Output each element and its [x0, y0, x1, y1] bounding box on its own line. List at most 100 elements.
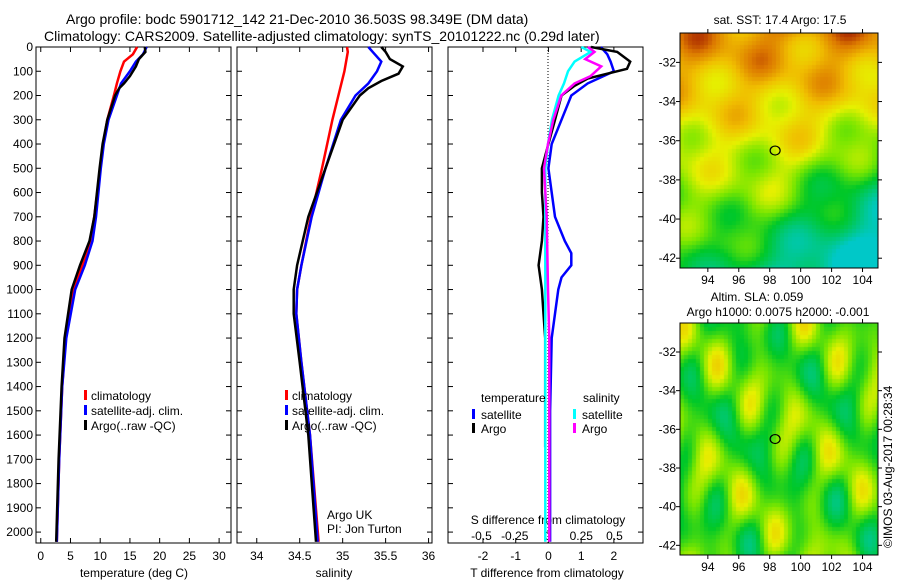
x-tick-label: 34.5: [288, 549, 312, 563]
x-tick-label: 0: [37, 549, 44, 563]
depth-tick-label: 100: [13, 64, 33, 78]
depth-tick-label: 2000: [6, 525, 33, 539]
lat-tick-label: -38: [659, 173, 677, 187]
depth-tick-label: 1700: [6, 452, 33, 466]
lon-tick-label: 94: [701, 560, 715, 574]
sla-map-subtitle: Argo h1000: 0.0075 h2000: -0.001: [687, 305, 870, 319]
argo-position-marker: [769, 145, 781, 156]
x-tick-label: -2: [478, 549, 489, 563]
sst-map-title: sat. SST: 17.4 Argo: 17.5: [714, 13, 847, 27]
lat-tick-label: -42: [659, 251, 677, 265]
lat-tick-label: -34: [659, 384, 677, 398]
depth-tick-label: 1900: [6, 501, 33, 515]
map-frame: [679, 322, 879, 556]
lon-tick-label: 100: [791, 560, 811, 574]
series-t-satellite: [547, 46, 616, 542]
legend-swatch: [285, 405, 288, 415]
lat-tick-label: -38: [659, 461, 677, 475]
lat-tick-label: -32: [659, 345, 677, 359]
legend-label: satellite-adj. clim.: [292, 404, 384, 418]
depth-tick-label: 1800: [6, 477, 33, 491]
x-tick-label: 34: [250, 549, 264, 563]
depth-tick-label: 600: [13, 186, 33, 200]
lon-tick-label: 98: [763, 273, 777, 287]
lat-tick-label: -42: [659, 538, 677, 552]
depth-tick-label: 500: [13, 161, 33, 175]
series-argo-raw-qc-: [54, 46, 147, 542]
x-tick-label: 36: [422, 549, 436, 563]
depth-tick-label: 1000: [6, 283, 33, 297]
credit-text: ©IMOS 03-Aug-2017 00:28:34: [881, 385, 895, 548]
x-tick-label: -1: [510, 549, 521, 563]
series-satellite-adj-clim-: [295, 46, 383, 542]
depth-tick-label: 300: [13, 113, 33, 127]
lon-tick-label: 96: [732, 560, 746, 574]
lat-tick-label: -40: [659, 500, 677, 514]
legend-swatch: [472, 423, 475, 433]
legend-heading-temperature: temperature: [481, 391, 546, 405]
series-s-argo: [542, 45, 604, 542]
legend-label: satellite-adj. clim.: [91, 404, 183, 418]
x-tick-label: 1: [578, 549, 585, 563]
map-frame: [679, 32, 879, 269]
plot-frame-0: [35, 46, 232, 544]
lon-tick-label: 102: [822, 273, 842, 287]
legend-swatch: [472, 409, 475, 419]
lat-tick-label: -36: [659, 422, 677, 436]
argo-position-marker: [769, 433, 781, 445]
series-argo-raw-qc-: [292, 46, 405, 542]
series-s-satellite: [544, 45, 594, 542]
lat-tick-label: -36: [659, 134, 677, 148]
x-tick-label: 15: [123, 549, 137, 563]
legend-swatch: [285, 420, 288, 430]
plot-frame-1: [236, 46, 433, 544]
pi-label: PI: Jon Turton: [327, 522, 402, 536]
x-tick-label: 5: [67, 549, 74, 563]
legend-label: Argo: [582, 422, 608, 436]
plot-frame-2: [447, 46, 644, 544]
depth-tick-label: 700: [13, 210, 33, 224]
s-tick-label: -0.5: [471, 529, 492, 543]
s-tick-label: -0.25: [501, 529, 529, 543]
x-tick-label: 0: [545, 549, 552, 563]
depth-tick-label: 1100: [7, 307, 33, 321]
tdiff-axis-label: T difference from climatology: [470, 566, 624, 580]
depth-tick-label: 1400: [6, 380, 33, 394]
legend-swatch: [573, 423, 576, 433]
sla-map-title: Altim. SLA: 0.059: [711, 290, 804, 304]
sst-map: [680, 33, 878, 268]
lat-tick-label: -34: [659, 95, 677, 109]
depth-tick-label: 900: [13, 258, 33, 272]
lon-tick-label: 102: [822, 560, 842, 574]
legend-swatch: [84, 405, 87, 415]
lon-tick-label: 96: [732, 273, 746, 287]
lat-tick-label: -40: [659, 212, 677, 226]
x-tick-label: 35.5: [374, 549, 398, 563]
x-tick-label: 25: [183, 549, 197, 563]
legend-label: satellite: [481, 408, 522, 422]
lon-tick-label: 100: [791, 273, 811, 287]
temperature-axis-label: temperature (deg C): [80, 566, 188, 580]
legend-label: climatology: [91, 389, 151, 403]
series-t-argo: [537, 45, 632, 448]
lon-tick-label: 94: [701, 273, 715, 287]
s-tick-label: 0.5: [606, 529, 623, 543]
x-tick-label: 2: [611, 549, 618, 563]
legend-swatch: [573, 409, 576, 419]
lon-tick-label: 98: [763, 560, 777, 574]
lon-tick-label: 104: [853, 560, 873, 574]
legend-label: Argo(..raw -QC): [91, 419, 176, 433]
s-tick-label: 0.25: [570, 529, 594, 543]
depth-tick-label: 1300: [6, 355, 33, 369]
sla-map: [680, 323, 878, 555]
lat-tick-label: -32: [659, 55, 677, 69]
x-tick-label: 35: [336, 549, 350, 563]
legend-swatch: [84, 420, 87, 430]
depth-tick-label: 400: [13, 137, 33, 151]
legend-label: climatology: [292, 389, 352, 403]
salinity-axis-label: salinity: [316, 566, 353, 580]
sdiff-axis-label: S difference from climatology: [471, 513, 626, 527]
depth-tick-label: 1500: [6, 404, 33, 418]
depth-tick-label: 800: [13, 234, 33, 248]
